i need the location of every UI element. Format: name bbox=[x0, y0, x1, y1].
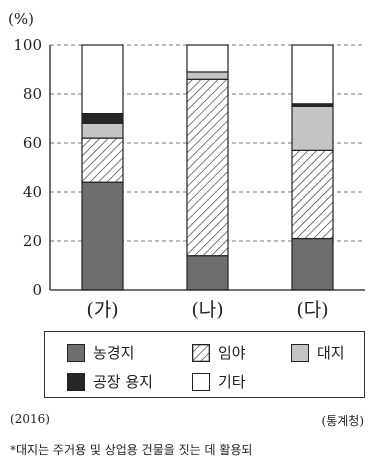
legend-label-building-site: 대지 bbox=[317, 344, 345, 362]
stacked-bar-chart: (%) 0 20 40 60 80 100 (가) (나) (다) bbox=[8, 10, 365, 321]
bar-segment-forest bbox=[291, 149, 334, 240]
legend-item-farmland: 농경지 bbox=[67, 342, 134, 363]
legend-label-farmland: 농경지 bbox=[93, 344, 135, 362]
bar-segment-building-site bbox=[291, 105, 334, 151]
bar-segment-farmland bbox=[291, 237, 334, 291]
x-tick-label: (가) bbox=[86, 299, 118, 321]
y-tick-label: 40 bbox=[23, 183, 42, 201]
x-tick-label: (나) bbox=[191, 299, 223, 321]
y-tick-label: 60 bbox=[23, 134, 42, 152]
legend-label-forest: 임야 bbox=[218, 344, 246, 362]
bar-segment-farmland bbox=[81, 181, 124, 291]
year-label: (2016) bbox=[10, 412, 50, 426]
bar-segment-farmland bbox=[186, 255, 229, 291]
legend-swatch-factory-site bbox=[67, 372, 85, 391]
bar-segment-forest bbox=[81, 137, 124, 183]
bar-segment-building-site bbox=[81, 122, 124, 139]
y-tick-label: 80 bbox=[23, 85, 42, 103]
y-tick-label: 20 bbox=[23, 232, 42, 250]
bar-segment-other bbox=[291, 44, 334, 105]
legend-label-factory-site: 공장 용지 bbox=[93, 373, 153, 391]
source-label: (통계청) bbox=[321, 414, 364, 428]
bar-segment-building-site bbox=[186, 71, 229, 80]
bar-segment-other bbox=[186, 44, 229, 73]
legend-item-forest: 임야 bbox=[192, 342, 246, 363]
legend-item-building-site: 대지 bbox=[291, 342, 345, 363]
legend-label-other: 기타 bbox=[218, 373, 246, 391]
y-axis-label: (%) bbox=[8, 10, 34, 28]
bar-segment-forest bbox=[186, 78, 229, 257]
x-tick-label: (다) bbox=[296, 299, 328, 321]
legend-item-factory-site: 공장 용지 bbox=[67, 371, 153, 392]
legend-item-other: 기타 bbox=[192, 371, 246, 392]
legend-swatch-other bbox=[192, 372, 210, 391]
y-tick-label: 0 bbox=[32, 281, 42, 299]
bar-segment-factory-site bbox=[81, 112, 124, 124]
y-tick-label: 100 bbox=[13, 36, 42, 54]
legend-swatch-forest bbox=[192, 343, 210, 362]
legend: 농경지 임야 대지 공장 용지 기타 bbox=[44, 331, 365, 398]
footnote: *대지는 주거용 및 상업용 건물을 짓는 데 활용되 bbox=[10, 443, 253, 457]
bar-segment-other bbox=[81, 44, 124, 115]
legend-swatch-farmland bbox=[67, 343, 85, 362]
legend-swatch-building-site bbox=[291, 343, 309, 362]
